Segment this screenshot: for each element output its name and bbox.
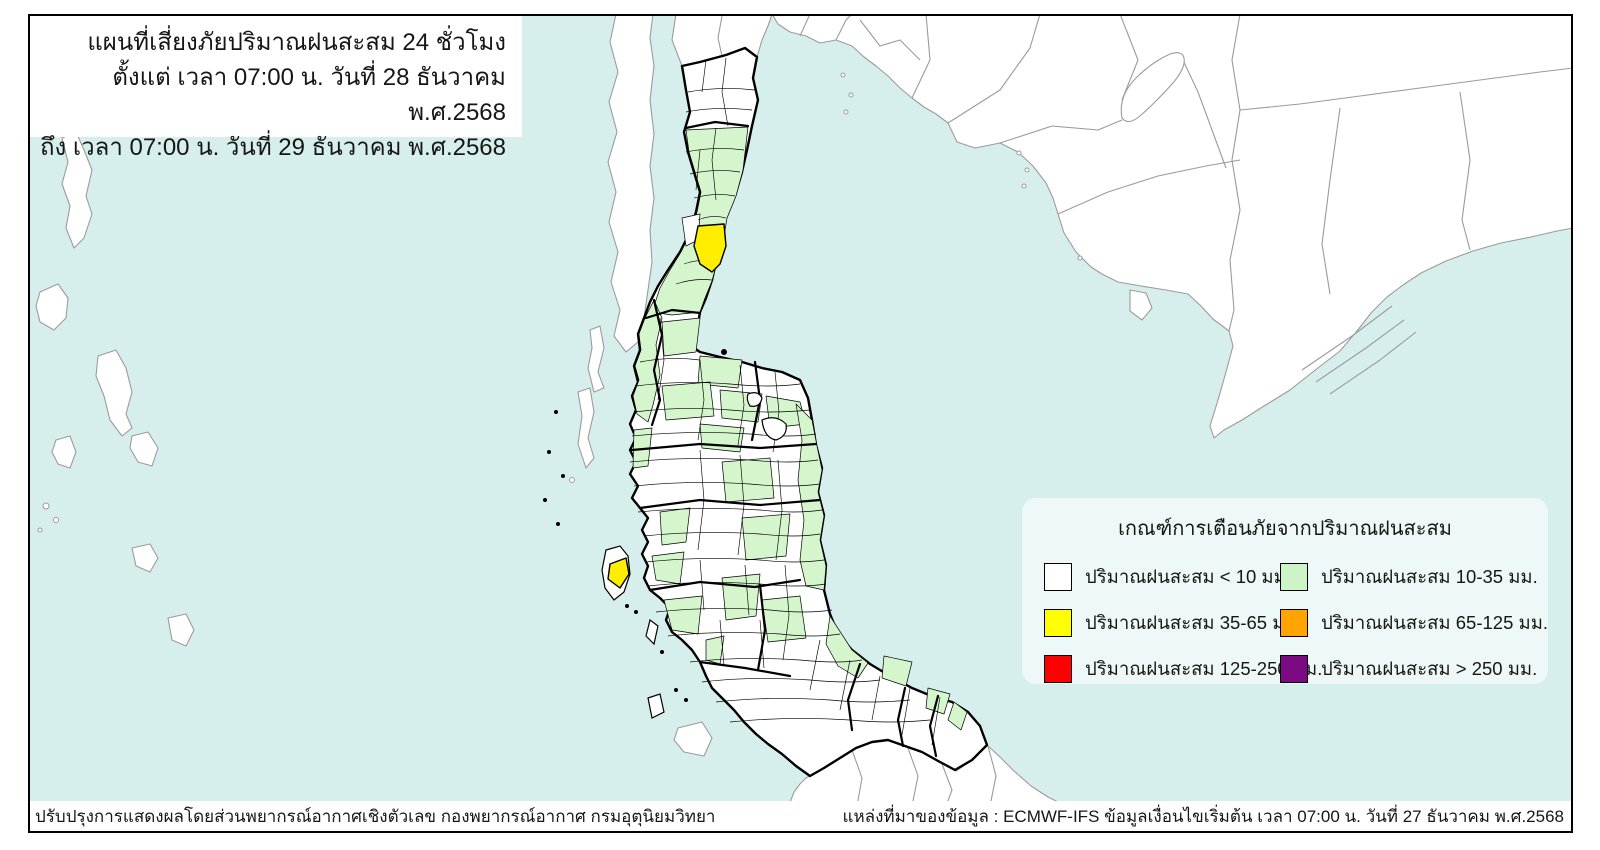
island-phu-quoc <box>1129 289 1153 321</box>
island <box>684 698 688 702</box>
green-district <box>741 513 791 561</box>
map-frame: แผนที่เสี่ยงภัยปริมาณฝนสะสม 24 ชั่วโมง ต… <box>28 14 1573 833</box>
island <box>543 498 547 502</box>
green-district <box>661 381 715 421</box>
foreign-islands <box>35 72 1153 757</box>
legend-swatch-yellow <box>1044 609 1072 637</box>
island-tarutao <box>647 693 665 719</box>
island <box>577 387 595 469</box>
legend-label: ปริมาณฝนสะสม 10-35 มม. <box>1321 565 1538 587</box>
legend-swatch-white <box>1044 563 1072 591</box>
island <box>547 450 551 454</box>
island <box>660 650 664 654</box>
island <box>53 517 59 523</box>
island-langkawi <box>673 721 713 757</box>
green-district <box>881 655 913 687</box>
island <box>35 283 69 331</box>
island <box>37 527 43 533</box>
island <box>848 92 854 98</box>
legend-swatch-orange <box>1280 609 1308 637</box>
island <box>625 604 629 608</box>
island <box>840 72 846 78</box>
island <box>95 349 133 437</box>
green-district <box>651 126 749 316</box>
green-district <box>632 299 663 423</box>
green-district <box>661 317 701 357</box>
map-period-end: ถึง เวลา 07:00 น. วันที่ 29 ธันวาคม พ.ศ.… <box>40 134 506 161</box>
map-canvas <box>30 16 1571 801</box>
footer-credit: ปรับปรุงการแสดงผลโดยส่วนพยากรณ์อากาศเชิง… <box>35 806 716 826</box>
island <box>42 502 50 510</box>
island-samui <box>761 417 787 441</box>
myanmar-strip <box>607 16 655 353</box>
island <box>587 325 605 393</box>
legend-label: ปริมาณฝนสะสม 65-125 มม. <box>1321 611 1549 633</box>
legend-label: ปริมาณฝนสะสม < 10 มม. <box>1085 565 1291 587</box>
island <box>1021 183 1027 189</box>
island <box>674 688 678 692</box>
legend-item: ปริมาณฝนสะสม 35-65 มม. <box>1044 600 1302 646</box>
island <box>1016 150 1022 156</box>
island <box>634 610 638 614</box>
legend-title: เกณฑ์การเตือนภัยจากปริมาณฝนสะสม <box>1118 518 1452 540</box>
green-district <box>663 595 703 635</box>
island <box>721 349 727 355</box>
legend-item: ปริมาณฝนสะสม < 10 มม. <box>1044 554 1291 600</box>
island <box>561 474 565 478</box>
island <box>569 477 575 483</box>
legend-swatch-purple <box>1280 655 1308 683</box>
legend-label: ปริมาณฝนสะสม 35-65 มม. <box>1085 611 1302 633</box>
footer-bar: ปรับปรุงการแสดงผลโดยส่วนพยากรณ์อากาศเชิง… <box>30 801 1571 831</box>
green-district <box>721 457 775 503</box>
tonle-sap-lake <box>1120 52 1185 123</box>
legend-swatch-green <box>1280 563 1308 591</box>
green-district <box>699 423 745 453</box>
map-period-start: ตั้งแต่ เวลา 07:00 น. วันที่ 28 ธันวาคม … <box>112 64 506 126</box>
island <box>129 431 159 467</box>
legend-item: ปริมาณฝนสะสม 125-250 มม. <box>1044 646 1322 692</box>
island <box>1024 167 1030 173</box>
legend-item: ปริมาณฝนสะสม 10-35 มม. <box>1280 554 1548 600</box>
island-phangan <box>746 392 763 407</box>
island-lanta <box>645 618 659 646</box>
legend-grid: ปริมาณฝนสะสม < 10 มม. ปริมาณฝนสะสม 10-35… <box>1044 554 1548 692</box>
legend-item: ปริมาณฝนสะสม > 250 มม. <box>1280 646 1548 692</box>
island <box>61 131 93 249</box>
green-district <box>825 615 869 679</box>
indochina-landmass <box>772 16 1571 439</box>
yellow-district-chumphon <box>693 223 727 273</box>
island <box>843 109 849 115</box>
province-borders <box>630 120 940 758</box>
green-district <box>795 403 827 591</box>
foreign-land <box>35 16 1571 801</box>
island <box>131 543 159 573</box>
green-district <box>659 507 691 546</box>
green-district <box>947 701 968 731</box>
thailand-region <box>543 46 989 778</box>
green-district <box>925 687 951 715</box>
island <box>556 522 560 526</box>
island <box>554 410 558 414</box>
island <box>1077 255 1083 261</box>
legend-box: เกณฑ์การเตือนภัยจากปริมาณฝนสะสม ปริมาณฝน… <box>1022 498 1548 684</box>
legend-item: ปริมาณฝนสะสม 65-125 มม. <box>1280 600 1548 646</box>
title-box: แผนที่เสี่ยงภัยปริมาณฝนสะสม 24 ชั่วโมง ต… <box>30 16 522 161</box>
footer-data-source: แหล่งที่มาของข้อมูล : ECMWF-IFS ข้อมูลเง… <box>842 806 1565 826</box>
legend-label: ปริมาณฝนสะสม 125-250 มม. <box>1085 657 1323 679</box>
green-district <box>721 573 761 621</box>
island <box>51 435 77 469</box>
map-title: แผนที่เสี่ยงภัยปริมาณฝนสะสม 24 ชั่วโมง <box>87 29 506 56</box>
green-district <box>761 595 807 643</box>
island <box>167 613 195 647</box>
thai-islands <box>543 349 787 719</box>
green-district <box>697 355 743 389</box>
legend-label: ปริมาณฝนสะสม > 250 มม. <box>1321 657 1538 679</box>
foreign-borders <box>799 16 1571 395</box>
green-district <box>651 551 685 585</box>
legend-swatch-red <box>1044 655 1072 683</box>
yellow-district-phuket <box>607 557 630 589</box>
